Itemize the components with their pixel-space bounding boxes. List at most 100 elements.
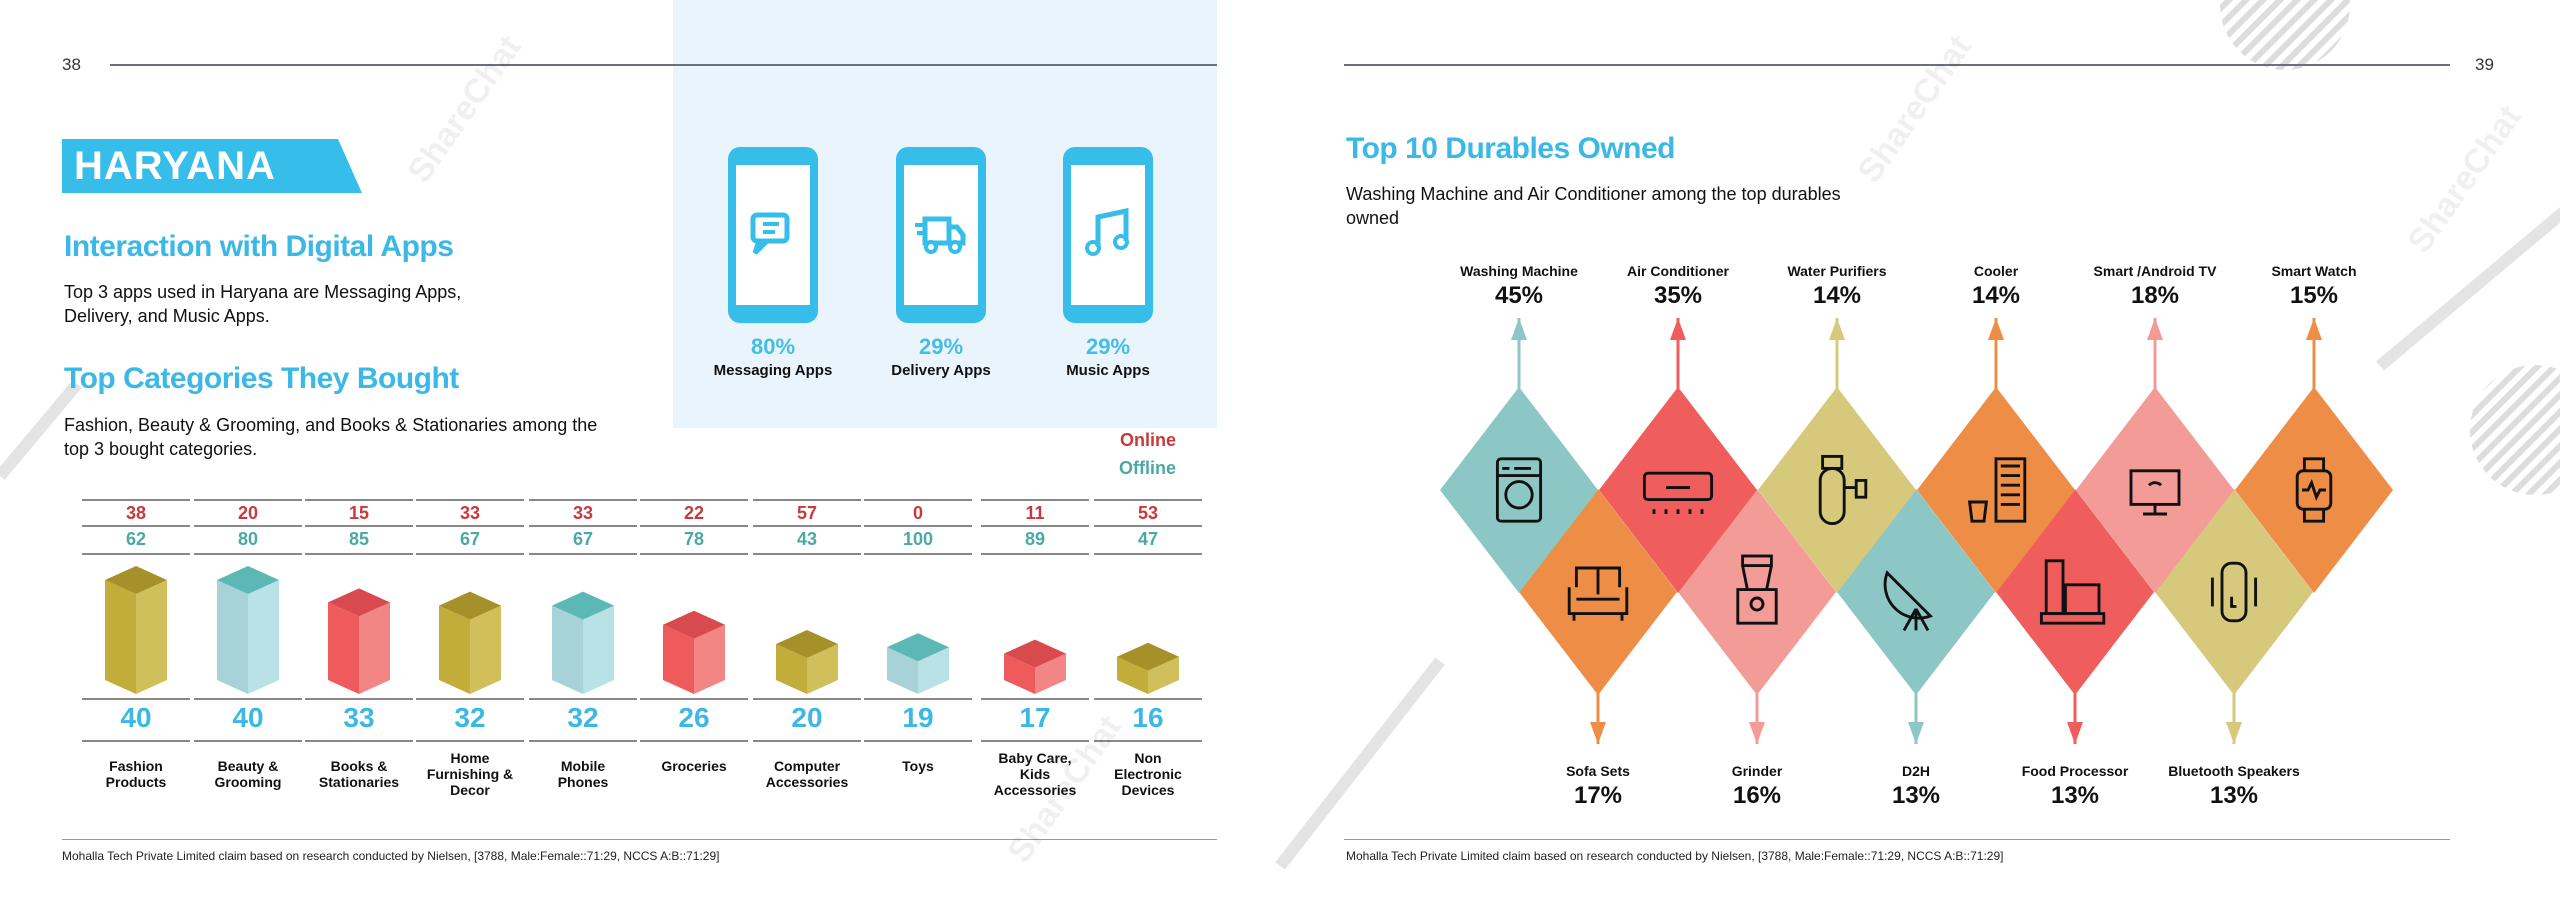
arrow-icon xyxy=(2306,318,2322,392)
category-value: 16 xyxy=(1132,702,1164,733)
durable-label: Cooler xyxy=(1973,263,2019,279)
category-column: 20 80 40 Beauty & Grooming xyxy=(194,0,302,905)
category-column: 33 67 32 Home Furnishing & Decor xyxy=(416,0,524,905)
durable-label: Sofa Sets xyxy=(1566,763,1630,779)
offline-value: 67 xyxy=(459,529,481,549)
arrow-icon xyxy=(1908,668,1924,744)
durable-label: Food Processor xyxy=(2021,763,2129,779)
arrow-icon xyxy=(1829,318,1845,392)
page-subtitle: Washing Machine and Air Conditioner amon… xyxy=(1346,184,1841,228)
online-value: 11 xyxy=(1025,503,1045,523)
phone-graphic xyxy=(896,147,986,323)
table-rule xyxy=(529,698,637,700)
footer-note: Mohalla Tech Private Limited claim based… xyxy=(1346,849,2004,863)
water-purifier-icon xyxy=(1818,454,1868,526)
durable-label: Air Conditioner xyxy=(1627,263,1729,279)
page-number: 38 xyxy=(62,55,81,74)
durable-diamond-top xyxy=(1440,387,1598,593)
category-value: 33 xyxy=(343,702,375,733)
arrow-icon xyxy=(1749,668,1765,744)
table-rule xyxy=(1094,553,1202,555)
durable-diamond-top xyxy=(2076,387,2234,593)
table-rule xyxy=(1094,698,1202,700)
category-cube xyxy=(1117,642,1179,694)
section-text-apps: Top 3 apps used in Haryana are Messaging… xyxy=(64,282,462,326)
category-value: 40 xyxy=(120,702,152,733)
category-value: 26 xyxy=(678,702,710,733)
category-cube xyxy=(887,633,949,694)
table-rule xyxy=(640,553,748,555)
category-cube xyxy=(105,566,167,694)
section-title-categories: Top Categories They Bought xyxy=(64,362,459,395)
category-label: Baby Care, Kids Accessories xyxy=(993,750,1077,798)
table-rule xyxy=(981,525,1089,527)
online-value: 57 xyxy=(796,503,818,523)
offline-value: 85 xyxy=(348,529,370,549)
category-column: 15 85 33 Books & Stationaries xyxy=(305,0,413,905)
online-value: 53 xyxy=(1137,503,1159,523)
table-rule xyxy=(194,553,302,555)
table-rule xyxy=(981,499,1089,501)
table-rule xyxy=(82,698,190,700)
arrow-icon xyxy=(2147,318,2163,392)
category-column: 0 100 19 Toys xyxy=(864,0,972,905)
table-rule xyxy=(82,553,190,555)
durable-value: 45% xyxy=(1494,282,1544,309)
category-column: 33 67 32 Mobile Phones xyxy=(529,0,637,905)
category-label: Fashion Products xyxy=(105,758,167,790)
category-cube xyxy=(663,610,725,694)
category-label: Groceries xyxy=(661,758,727,774)
online-value: 38 xyxy=(125,503,147,523)
region-banner: HARYANA xyxy=(62,139,362,193)
table-rule xyxy=(529,525,637,527)
durables-diamond-graphic xyxy=(1440,318,2393,744)
category-column: 22 78 26 Groceries xyxy=(640,0,748,905)
table-rule xyxy=(82,525,190,527)
chat-bubbles-icon xyxy=(750,212,790,255)
durable-value: 13% xyxy=(2209,782,2259,809)
arrow-icon xyxy=(2067,668,2083,744)
offline-value: 89 xyxy=(1024,529,1046,549)
delivery-truck-icon xyxy=(915,216,966,254)
header-rule xyxy=(1344,64,2450,66)
online-value: 22 xyxy=(683,503,705,523)
table-rule xyxy=(864,740,972,742)
table-rule xyxy=(981,698,1089,700)
table-rule xyxy=(305,525,413,527)
category-value: 40 xyxy=(232,702,264,733)
table-rule xyxy=(1094,740,1202,742)
online-value: 0 xyxy=(912,503,923,523)
category-column: 11 89 17 Baby Care, Kids Accessories xyxy=(981,0,1089,905)
category-cube xyxy=(1004,639,1066,694)
section-title-apps: Interaction with Digital Apps xyxy=(64,230,454,263)
air-conditioner-icon xyxy=(1642,471,1714,515)
page-title: Top 10 Durables Owned xyxy=(1346,132,1676,165)
durable-value: 14% xyxy=(1812,282,1862,309)
table-rule xyxy=(753,499,861,501)
app-percent: 29% xyxy=(1085,334,1131,359)
durable-value: 13% xyxy=(1891,782,1941,809)
category-cube xyxy=(776,630,838,694)
durable-label: Water Purifiers xyxy=(1787,263,1887,279)
online-value: 33 xyxy=(572,503,594,523)
category-column: 53 47 16 Non Electronic Devices xyxy=(1094,0,1202,905)
durable-label: D2H xyxy=(1901,763,1930,779)
durable-value: 35% xyxy=(1653,282,1703,309)
durable-value: 14% xyxy=(1971,282,2021,309)
offline-value: 80 xyxy=(237,529,259,549)
phone-graphic xyxy=(728,147,818,323)
table-rule xyxy=(753,740,861,742)
table-rule xyxy=(416,525,524,527)
durable-value: 17% xyxy=(1573,782,1623,809)
page-number: 39 xyxy=(2475,55,2494,74)
header-rule xyxy=(110,64,1217,66)
table-rule xyxy=(82,740,190,742)
category-label: Non Electronic Devices xyxy=(1114,750,1182,798)
table-rule xyxy=(416,740,524,742)
table-rule xyxy=(194,525,302,527)
offline-value: 100 xyxy=(902,529,934,549)
app-label: Messaging Apps xyxy=(713,362,833,379)
durable-label: Washing Machine xyxy=(1460,263,1578,279)
category-label: Beauty & Grooming xyxy=(214,758,282,790)
table-rule xyxy=(864,553,972,555)
